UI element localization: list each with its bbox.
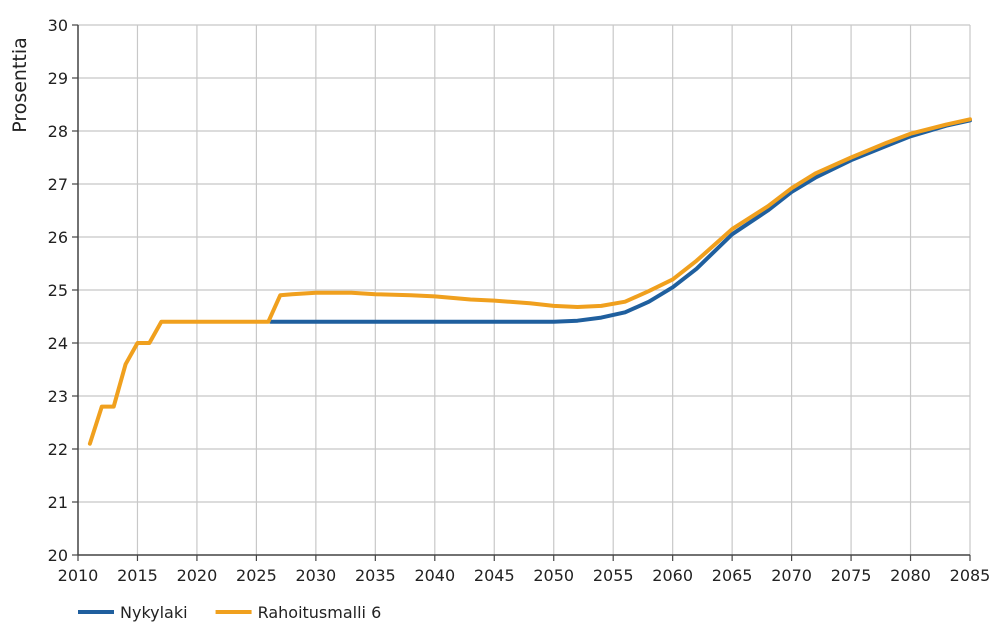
legend-label-nykylaki: Nykylaki	[120, 603, 188, 622]
x-tick-label: 2015	[117, 566, 158, 585]
x-tick-label: 2040	[414, 566, 455, 585]
x-tick-label: 2065	[712, 566, 753, 585]
y-axis-title: Prosenttia	[9, 37, 31, 133]
y-tick-label: 27	[48, 175, 68, 194]
legend-label-rahoitusmalli-6: Rahoitusmalli 6	[258, 603, 382, 622]
series-line-rahoitusmalli-6	[87, 117, 972, 446]
x-tick-label: 2010	[58, 566, 99, 585]
series-lines	[87, 117, 972, 446]
grid	[78, 24, 971, 555]
y-tick-label: 30	[48, 16, 68, 35]
x-tick-label: 2055	[593, 566, 634, 585]
x-tick-label: 2035	[355, 566, 396, 585]
x-tick-label: 2050	[533, 566, 574, 585]
legend: Nykylaki Rahoitusmalli 6	[78, 603, 381, 622]
y-tick-label: 28	[48, 122, 68, 141]
y-tick-label: 25	[48, 281, 68, 300]
x-tick-label: 2045	[474, 566, 515, 585]
y-tick-label: 22	[48, 440, 68, 459]
x-tick-label: 2025	[236, 566, 277, 585]
x-axis-ticks: 2010 2015 2020 2025 2030 2035 2040 2045 2050 2055…	[58, 555, 991, 585]
x-tick-label: 2080	[890, 566, 931, 585]
y-tick-label: 20	[48, 546, 68, 565]
y-axis-ticks: 20 21 22 23 24 25 26 27 28 29 30	[48, 16, 78, 565]
y-tick-label: 21	[48, 493, 68, 512]
y-tick-label: 24	[48, 334, 68, 353]
y-tick-label: 29	[48, 69, 68, 88]
y-tick-label: 23	[48, 387, 68, 406]
x-tick-label: 2070	[771, 566, 812, 585]
x-tick-label: 2020	[177, 566, 218, 585]
x-tick-label: 2085	[950, 566, 991, 585]
series-line-nykylaki	[268, 118, 972, 324]
x-tick-label: 2060	[652, 566, 693, 585]
x-tick-label: 2030	[296, 566, 337, 585]
x-tick-label: 2075	[831, 566, 872, 585]
y-tick-label: 26	[48, 228, 68, 247]
